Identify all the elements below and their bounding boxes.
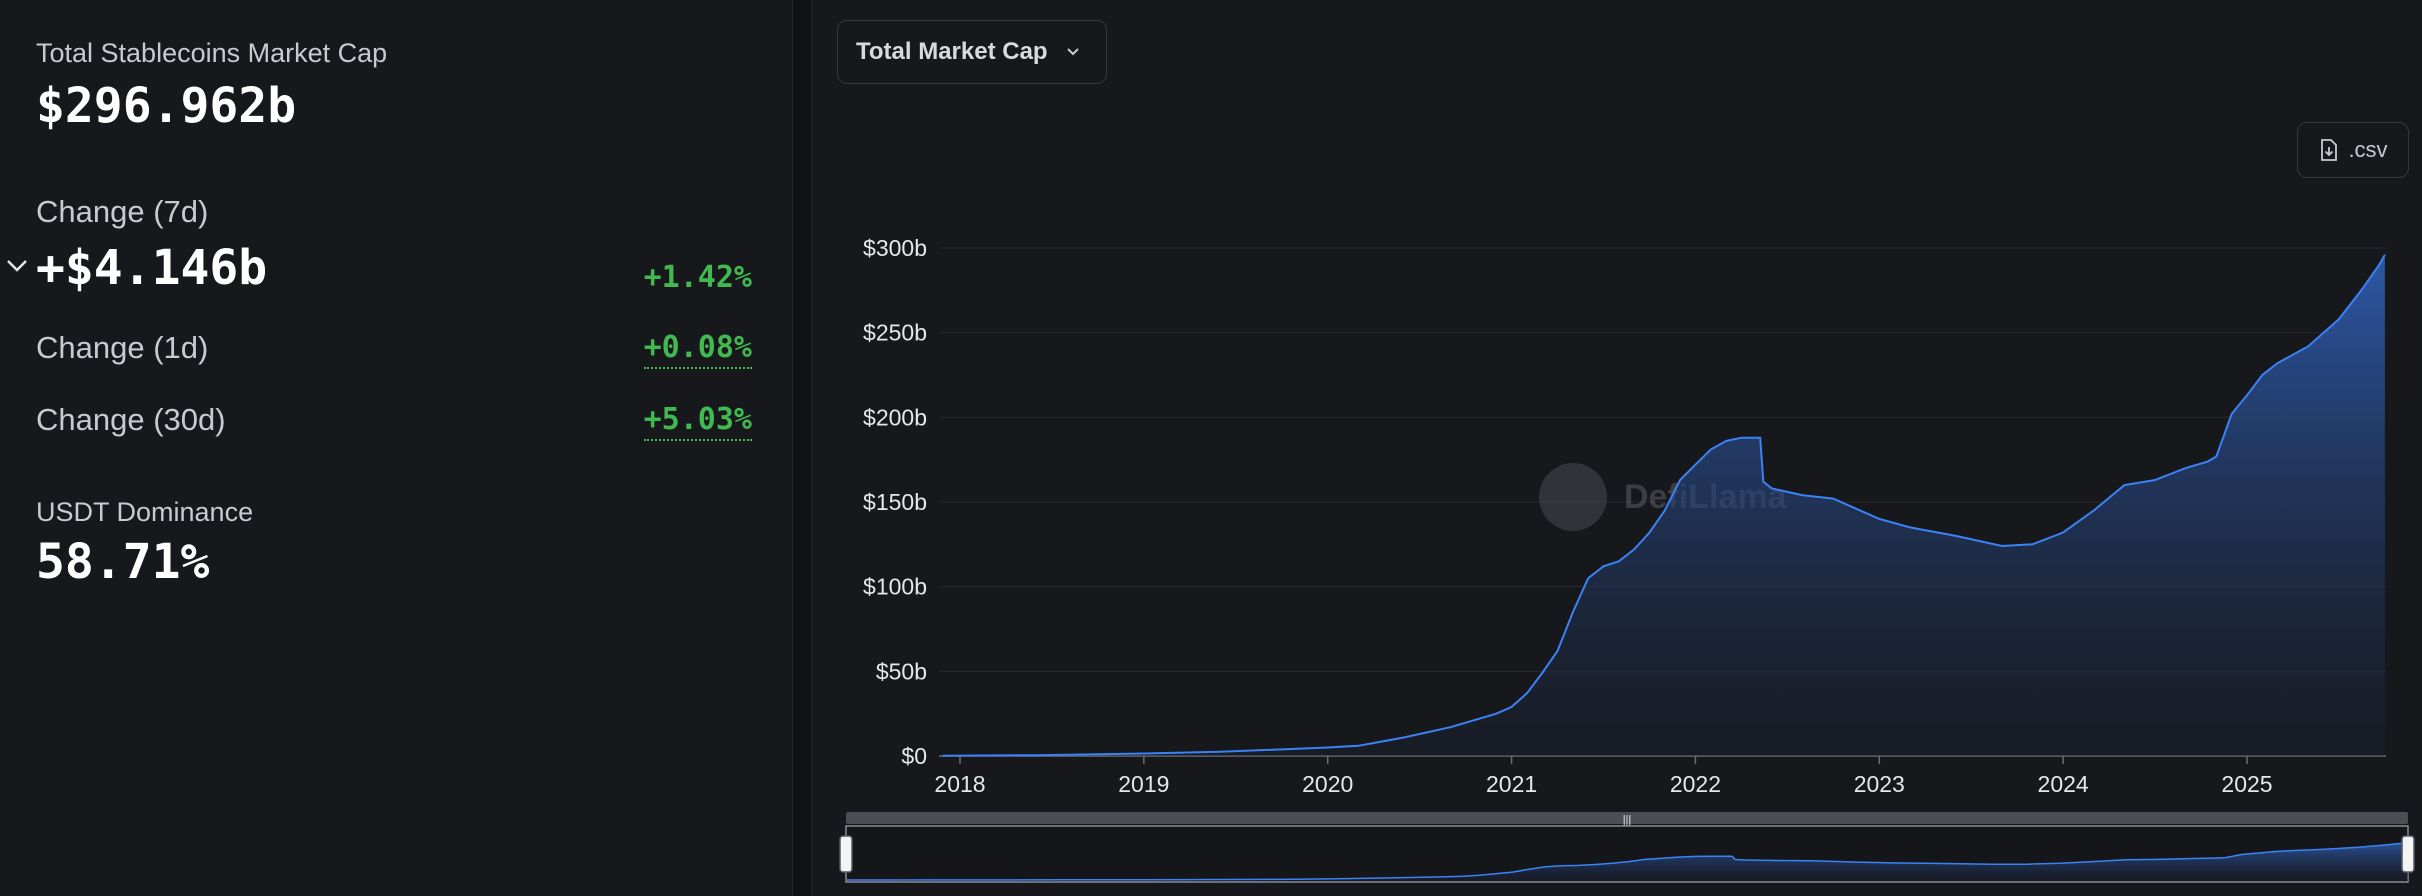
total-label: Total Stablecoins Market Cap	[36, 38, 388, 68]
y-tick-label: $300b	[863, 235, 927, 261]
x-tick-label: 2018	[934, 771, 985, 797]
x-tick-label: 2021	[1486, 771, 1537, 797]
metric-select-label: Total Market Cap	[856, 38, 1048, 65]
change7d-value: +$4.146b	[36, 240, 268, 296]
csv-label: .csv	[2348, 137, 2388, 162]
market-cap-chart: $0 $50b $100b $150b $200b $250b $300b 2018 2019 2…	[839, 235, 2415, 883]
scrollbar-grip-icon: |||	[1623, 814, 1632, 826]
navigator-handle-left[interactable]	[839, 835, 853, 873]
panel-divider	[793, 0, 811, 896]
change30d-pct[interactable]: +5.03%	[643, 402, 752, 441]
x-tick-label: 2022	[1670, 771, 1721, 797]
x-tick-label: 2019	[1118, 771, 1169, 797]
y-tick-label: $150b	[863, 489, 927, 515]
navigator-scrollbar	[846, 812, 2408, 824]
x-tick-label: 2024	[2038, 771, 2089, 797]
x-tick-label: 2025	[2221, 771, 2272, 797]
download-file-icon	[2321, 139, 2338, 161]
chart-panel: $0 $50b $100b $150b $200b $250b $300b 2018 2019 2…	[811, 0, 2422, 896]
csv-download-button[interactable]: .csv	[2297, 122, 2409, 178]
stats-panel: Total Stablecoins Market Cap $296.962b C…	[0, 0, 793, 896]
metric-select[interactable]: Total Market Cap	[837, 20, 1107, 84]
x-tick-label: 2023	[1854, 771, 1905, 797]
dominance-value: 58.71%	[36, 534, 210, 590]
navigator-handle-right[interactable]	[2401, 835, 2415, 873]
llama-logo-icon	[1539, 463, 1607, 531]
change30d-label: Change (30d)	[36, 402, 226, 437]
chevron-down-icon	[1066, 48, 1079, 56]
series-line	[942, 254, 2386, 757]
y-tick-label: $250b	[863, 320, 927, 346]
navigator-line	[846, 841, 2409, 881]
total-value: $296.962b	[36, 78, 297, 134]
change7d-pct: +1.42%	[643, 260, 752, 295]
y-tick-label: $0	[901, 743, 927, 769]
change1d-label: Change (1d)	[36, 330, 209, 365]
change1d-pct[interactable]: +0.08%	[643, 330, 752, 369]
chevron-down-icon[interactable]	[4, 252, 30, 278]
dominance-label: USDT Dominance	[36, 497, 254, 527]
y-tick-label: $200b	[863, 404, 927, 430]
x-tick-label: 2020	[1302, 771, 1353, 797]
y-tick-label: $50b	[876, 658, 927, 684]
change7d-label: Change (7d)	[36, 194, 209, 229]
y-tick-label: $100b	[863, 574, 927, 600]
series-area	[942, 254, 2385, 757]
